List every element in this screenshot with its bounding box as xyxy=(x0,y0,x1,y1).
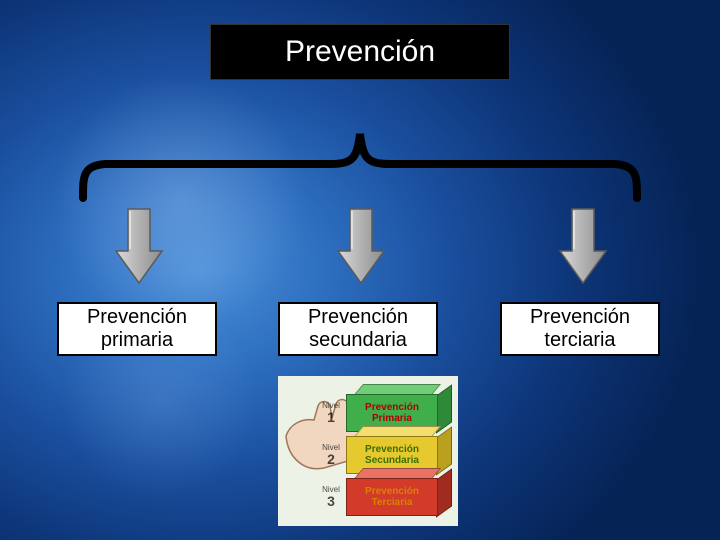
child-box-secondary: Prevenciónsecundaria xyxy=(278,302,438,356)
child-box-tertiary: Prevenciónterciaria xyxy=(500,302,660,356)
levels-illustration: PrevenciónPrimaria Nivel1 PrevenciónSecu… xyxy=(278,376,458,526)
brace-svg xyxy=(75,114,645,204)
cube-stack: PrevenciónPrimaria Nivel1 PrevenciónSecu… xyxy=(346,386,454,518)
arrows-row xyxy=(0,205,720,293)
child-box-primary: Prevenciónprimaria xyxy=(57,302,217,356)
cube-side xyxy=(436,468,452,518)
cube-nivel-label: Nivel3 xyxy=(316,481,346,513)
cube-face: PrevenciónTerciaria xyxy=(346,478,438,516)
child-label: Prevenciónsecundaria xyxy=(308,306,408,352)
brace xyxy=(75,114,645,204)
cube-nivel-label: Nivel1 xyxy=(316,397,346,429)
title-text: Prevención xyxy=(285,35,435,69)
arrow-secondary xyxy=(334,205,388,287)
child-label: Prevenciónterciaria xyxy=(530,306,630,352)
arrow-primary xyxy=(112,205,166,287)
arrow-tertiary xyxy=(556,205,610,287)
cube-nivel-label: Nivel2 xyxy=(316,439,346,471)
title-box: Prevención xyxy=(210,24,510,80)
cube-level: PrevenciónTerciaria Nivel3 xyxy=(346,478,438,516)
child-label: Prevenciónprimaria xyxy=(87,306,187,352)
